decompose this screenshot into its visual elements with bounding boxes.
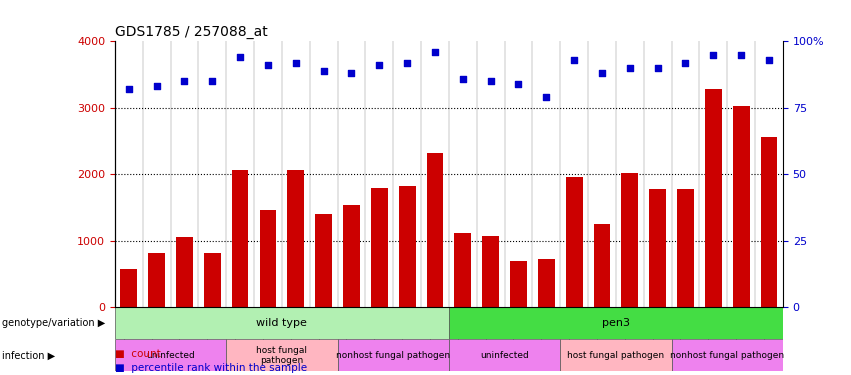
Bar bbox=[677, 189, 694, 308]
Point bbox=[345, 70, 358, 76]
Bar bbox=[649, 189, 666, 308]
Point bbox=[762, 57, 776, 63]
Bar bbox=[705, 89, 722, 308]
Bar bbox=[371, 188, 388, 308]
Text: uninfected: uninfected bbox=[146, 351, 195, 360]
Bar bbox=[594, 224, 610, 308]
Point bbox=[373, 62, 386, 68]
Bar bbox=[454, 233, 471, 308]
Text: uninfected: uninfected bbox=[480, 351, 529, 360]
Point bbox=[540, 94, 553, 100]
Bar bbox=[566, 177, 582, 308]
Bar bbox=[231, 170, 248, 308]
Bar bbox=[343, 205, 360, 308]
Point bbox=[289, 60, 303, 66]
Bar bbox=[671, 339, 783, 371]
Text: infection ▶: infection ▶ bbox=[2, 350, 54, 360]
Bar bbox=[426, 153, 443, 308]
Point bbox=[205, 78, 219, 84]
Text: host fungal
pathogen: host fungal pathogen bbox=[256, 346, 307, 365]
Text: genotype/variation ▶: genotype/variation ▶ bbox=[2, 318, 105, 328]
Point bbox=[428, 49, 442, 55]
Bar bbox=[121, 269, 137, 308]
Text: GDS1785 / 257088_at: GDS1785 / 257088_at bbox=[115, 25, 267, 39]
Bar bbox=[538, 260, 555, 308]
Point bbox=[317, 68, 330, 74]
Point bbox=[651, 65, 665, 71]
Text: pen3: pen3 bbox=[602, 318, 630, 328]
Point bbox=[706, 51, 720, 57]
Bar bbox=[449, 339, 560, 371]
Point bbox=[150, 84, 163, 90]
Point bbox=[511, 81, 525, 87]
Bar bbox=[449, 308, 783, 339]
Bar bbox=[338, 339, 449, 371]
Point bbox=[456, 75, 470, 81]
Bar bbox=[115, 339, 226, 371]
Text: host fungal pathogen: host fungal pathogen bbox=[568, 351, 665, 360]
Text: ■  count: ■ count bbox=[115, 350, 161, 359]
Point bbox=[261, 62, 275, 68]
Point bbox=[623, 65, 637, 71]
Point bbox=[400, 60, 414, 66]
Point bbox=[122, 86, 135, 92]
Bar bbox=[621, 173, 638, 308]
Point bbox=[568, 57, 581, 63]
Bar bbox=[316, 214, 332, 308]
Point bbox=[233, 54, 247, 60]
Point bbox=[595, 70, 608, 76]
Text: nonhost fungal pathogen: nonhost fungal pathogen bbox=[336, 351, 450, 360]
Text: wild type: wild type bbox=[256, 318, 307, 328]
Bar bbox=[148, 253, 165, 308]
Bar bbox=[560, 339, 671, 371]
Bar bbox=[176, 237, 193, 308]
Bar bbox=[288, 170, 304, 308]
Bar bbox=[115, 308, 449, 339]
Bar bbox=[260, 210, 277, 308]
Bar bbox=[483, 236, 499, 308]
Bar bbox=[226, 339, 338, 371]
Point bbox=[178, 78, 191, 84]
Text: ■  percentile rank within the sample: ■ percentile rank within the sample bbox=[115, 363, 307, 373]
Text: nonhost fungal pathogen: nonhost fungal pathogen bbox=[671, 351, 785, 360]
Point bbox=[679, 60, 693, 66]
Bar bbox=[399, 186, 415, 308]
Bar bbox=[204, 253, 220, 308]
Point bbox=[484, 78, 498, 84]
Bar bbox=[761, 137, 777, 308]
Point bbox=[734, 51, 748, 57]
Bar bbox=[510, 261, 527, 308]
Bar bbox=[733, 106, 750, 308]
